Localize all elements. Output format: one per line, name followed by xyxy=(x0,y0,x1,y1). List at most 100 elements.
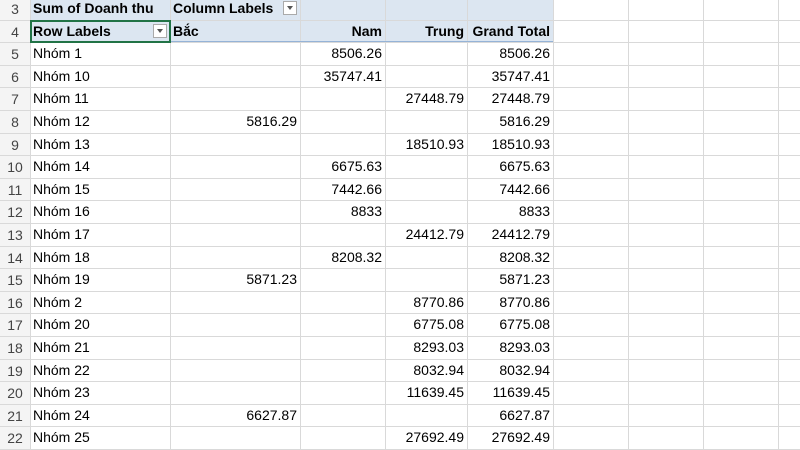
column-header: Grand Total xyxy=(472,22,550,39)
row-number: 10 xyxy=(0,156,30,178)
value-cell: 8032.94 xyxy=(499,361,550,378)
value-cell: 11639.45 xyxy=(406,384,464,401)
value-cell: 6627.87 xyxy=(246,406,297,423)
value-cell: 18510.93 xyxy=(405,135,464,152)
row-label: Nhóm 23 xyxy=(33,384,90,401)
grid-line xyxy=(628,0,629,450)
row-number: 15 xyxy=(0,269,30,291)
grid-line xyxy=(467,0,468,450)
value-cell: 8293.03 xyxy=(499,339,550,355)
value-cell: 24412.79 xyxy=(491,226,550,242)
row-label: Nhóm 21 xyxy=(33,339,90,355)
row-number: 12 xyxy=(0,201,30,223)
value-field-label: Sum of Doanh thu xyxy=(33,0,154,16)
row-label: Nhóm 2 xyxy=(33,293,83,310)
value-cell: 6675.63 xyxy=(499,158,550,175)
grid-line xyxy=(0,132,800,134)
grid-line xyxy=(0,313,800,315)
column-header: Trung xyxy=(425,22,464,39)
value-cell: 8506.26 xyxy=(331,45,382,62)
value-cell: 6775.08 xyxy=(413,316,464,333)
grid-line xyxy=(0,110,800,111)
row-label: Nhóm 12 xyxy=(33,113,90,129)
value-cell: 8032.94 xyxy=(413,361,464,378)
value-cell: 5871.23 xyxy=(499,271,550,288)
column-labels-header: Column Labels xyxy=(173,0,274,16)
value-cell: 27692.49 xyxy=(491,429,550,446)
row-number: 5 xyxy=(0,43,30,65)
grid-line xyxy=(0,87,800,89)
row-label: Nhóm 15 xyxy=(33,180,90,197)
row-number: 18 xyxy=(0,337,30,359)
grid-line xyxy=(170,0,171,450)
value-cell: 8770.86 xyxy=(413,293,464,310)
value-cell: 8506.26 xyxy=(499,45,550,62)
value-cell: 6775.08 xyxy=(499,316,550,333)
value-cell: 6675.63 xyxy=(331,158,382,175)
grid-line xyxy=(703,0,704,450)
row-number: 11 xyxy=(0,178,30,201)
row-number: 3 xyxy=(0,0,30,20)
row-label: Nhóm 19 xyxy=(33,271,90,288)
row-label: Nhóm 22 xyxy=(33,361,90,378)
grid-line xyxy=(0,200,800,202)
row-number: 13 xyxy=(0,224,30,246)
row-label: Nhóm 16 xyxy=(33,203,90,220)
value-cell: 8833 xyxy=(350,203,382,220)
value-cell: 8293.03 xyxy=(413,339,464,355)
row-number: 8 xyxy=(0,111,30,133)
grid-line xyxy=(0,177,800,179)
row-label: Nhóm 10 xyxy=(33,67,90,84)
row-number: 22 xyxy=(0,427,30,449)
value-cell: 5816.29 xyxy=(246,113,297,129)
value-cell: 5871.23 xyxy=(246,271,297,288)
grid-line xyxy=(0,358,800,360)
row-number: 14 xyxy=(0,246,30,269)
row-label: Nhóm 11 xyxy=(33,90,89,107)
filter-button[interactable] xyxy=(283,1,297,15)
row-label: Nhóm 17 xyxy=(33,226,90,242)
grid-line xyxy=(0,155,800,157)
grid-line xyxy=(0,268,800,270)
row-label: Nhóm 25 xyxy=(33,429,90,446)
row-label: Nhóm 13 xyxy=(33,135,90,152)
header-border xyxy=(30,41,553,43)
selected-cell xyxy=(30,19,171,44)
value-cell: 8208.32 xyxy=(499,248,550,265)
value-cell: 35747.41 xyxy=(491,67,550,84)
row-number: 17 xyxy=(0,314,30,336)
grid-line xyxy=(553,0,554,450)
row-number: 7 xyxy=(0,88,30,110)
row-number: 21 xyxy=(0,404,30,427)
row-number: 19 xyxy=(0,359,30,382)
value-cell: 6627.87 xyxy=(499,406,550,423)
grid-line xyxy=(30,0,31,450)
row-number: 20 xyxy=(0,382,30,404)
grid-line xyxy=(300,0,301,450)
value-cell: 8770.86 xyxy=(499,293,550,310)
filter-button[interactable] xyxy=(153,23,167,38)
row-label: Nhóm 24 xyxy=(33,406,90,423)
value-cell: 27448.79 xyxy=(405,90,464,107)
value-cell: 27448.79 xyxy=(491,90,550,107)
value-cell: 7442.66 xyxy=(499,180,550,197)
row-number: 9 xyxy=(0,133,30,156)
grid-line xyxy=(0,42,800,44)
grid-line xyxy=(0,381,800,383)
row-number: 16 xyxy=(0,291,30,314)
value-cell: 24412.79 xyxy=(405,226,464,242)
row-number: 4 xyxy=(0,20,30,43)
value-cell: 35747.41 xyxy=(323,67,382,84)
grid-line xyxy=(385,0,386,450)
row-label: Nhóm 14 xyxy=(33,158,90,175)
grid-line xyxy=(0,245,800,247)
grid-line xyxy=(0,426,800,428)
row-label: Nhóm 1 xyxy=(33,45,83,62)
row-label: Nhóm 20 xyxy=(33,316,90,333)
value-cell: 18510.93 xyxy=(491,135,550,152)
grid-line xyxy=(0,336,800,337)
column-header: Bắc xyxy=(173,22,199,39)
value-cell: 8833 xyxy=(518,203,550,220)
grid-line xyxy=(0,290,800,292)
